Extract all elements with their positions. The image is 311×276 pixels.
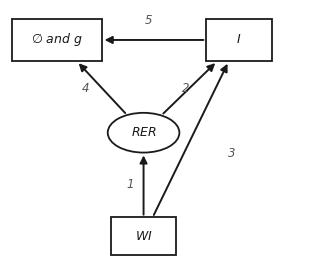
- Text: $RER$: $RER$: [131, 126, 157, 139]
- Ellipse shape: [108, 113, 179, 153]
- Text: 5: 5: [144, 14, 152, 26]
- Text: $\varnothing$ and $g$: $\varnothing$ and $g$: [31, 31, 83, 49]
- Text: 2: 2: [182, 83, 189, 95]
- FancyBboxPatch shape: [111, 217, 176, 254]
- Text: 1: 1: [126, 178, 134, 191]
- Text: $WI$: $WI$: [135, 230, 152, 243]
- Text: 4: 4: [81, 83, 89, 95]
- Text: 3: 3: [228, 147, 235, 160]
- FancyBboxPatch shape: [12, 19, 102, 61]
- Text: $I$: $I$: [236, 33, 242, 46]
- FancyBboxPatch shape: [206, 19, 272, 61]
